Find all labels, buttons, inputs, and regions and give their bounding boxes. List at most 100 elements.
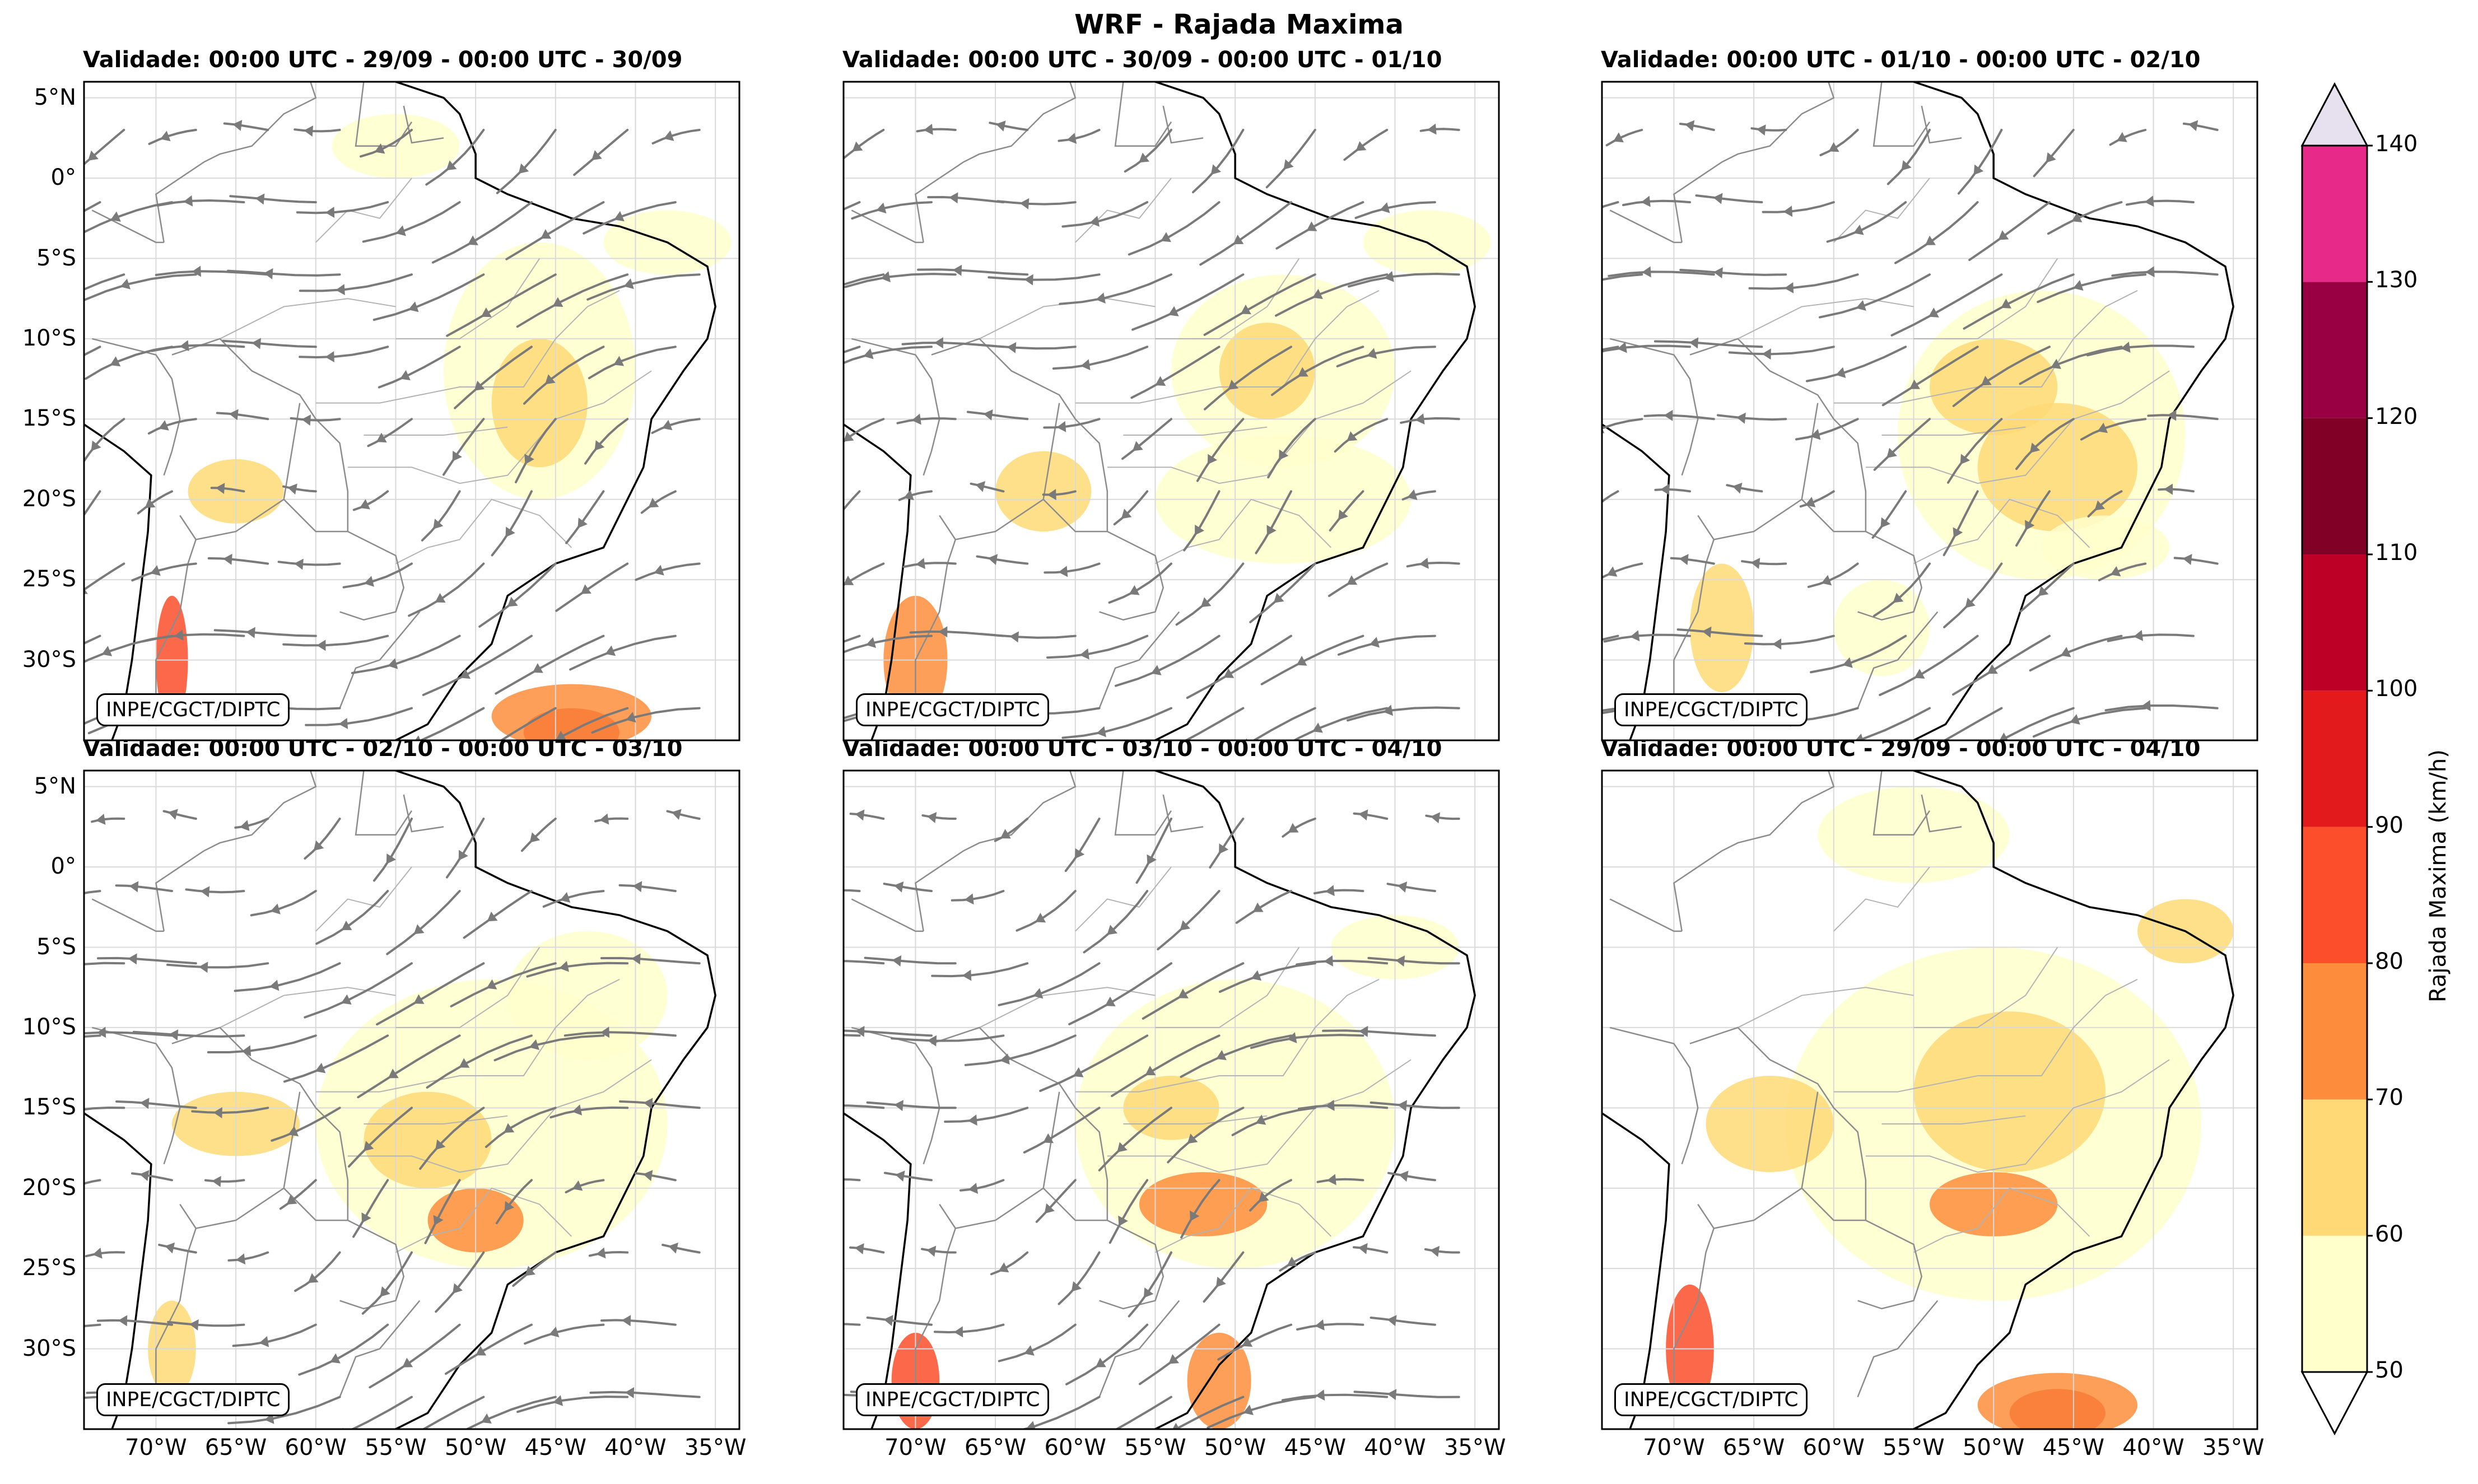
streamline-2 (84, 890, 101, 895)
streamline-arrow-26 (189, 1319, 199, 1331)
streamline-arrow-50 (1960, 454, 1971, 465)
streamline-arrow-54 (1170, 740, 1180, 750)
map-panel-1 (83, 81, 740, 741)
streamline-arrow-4 (1547, 359, 1558, 369)
lon-tick-label-p6-3: 60°W (1802, 1435, 1865, 1460)
panel-3-title: Validade: 00:00 UTC - 01/10 - 00:00 UTC … (1601, 47, 2201, 73)
streamline-65 (2047, 201, 2123, 235)
state-border-1 (1913, 258, 2058, 339)
streamline-79 (1406, 561, 1460, 568)
colorbar-tick-70: 70 (2375, 1085, 2404, 1111)
streamline-arrow-28 (1066, 133, 1077, 144)
streamline-2 (844, 201, 861, 211)
streamline-10 (148, 129, 197, 145)
streamline-70 (2098, 562, 2147, 581)
streamline-29 (250, 890, 317, 917)
lon-tick-label-p4-7: 40°W (604, 1435, 667, 1460)
streamline-arrow-10 (167, 809, 178, 820)
streamline-5 (1602, 418, 1643, 430)
streamline-arrow-25 (988, 554, 998, 566)
country-border-3 (1697, 1091, 1819, 1229)
country-border-3 (179, 1091, 301, 1229)
streamline-arrow-15 (1660, 484, 1670, 495)
streamline-arrow-38 (341, 920, 352, 930)
country-border-11 (1162, 105, 1204, 144)
streamline-57 (446, 273, 557, 337)
country-border-7 (915, 539, 956, 725)
streamline-31 (975, 343, 1077, 350)
streamline-arrow-24 (212, 1175, 221, 1187)
streamline-arrow-9 (49, 1396, 59, 1407)
country-border-3 (179, 403, 301, 540)
streamline-arrow-20 (949, 192, 958, 204)
lat-tick-label-p4-1: 5°N (34, 773, 76, 799)
streamline-55 (496, 129, 557, 194)
lat-tick-label-p4-3: 5°S (36, 934, 76, 960)
streamline-arrow-1 (88, 150, 99, 161)
streamline-arrow-19 (1000, 829, 1011, 839)
streamline-arrow-12 (1642, 266, 1651, 278)
country-border-2 (931, 1026, 1108, 1221)
map-panel-2 (842, 81, 1500, 750)
streamline-arrow-28 (1074, 848, 1085, 859)
streamline-arrow-15 (145, 498, 156, 508)
streamline-11 (851, 201, 933, 220)
streamline-25 (976, 555, 1029, 565)
streamline-arrow-52 (453, 1283, 463, 1294)
streamline-arrow-68 (1325, 1099, 1335, 1111)
streamline-arrow-71 (532, 663, 543, 673)
gust-area-2 (1139, 1172, 1268, 1236)
streamline-arrow-55 (1288, 823, 1299, 833)
map-frame (842, 769, 1500, 1430)
streamline-arrow-63 (1243, 1404, 1254, 1415)
streamline-81 (1347, 706, 1460, 722)
streamline-46 (425, 129, 485, 186)
streamline-arrow-80 (1369, 637, 1380, 648)
streamline-52 (1203, 1251, 1245, 1303)
streamline-arrow-19 (1756, 124, 1766, 136)
streamline-arrow-73 (664, 130, 674, 141)
streamline-arrow-55 (2046, 152, 2056, 163)
streamline-69 (1316, 1178, 1364, 1183)
streamline-arrow-49 (1155, 376, 1166, 386)
streamline-20 (951, 890, 1005, 902)
streamline-arrow-32 (1043, 1133, 1054, 1144)
streamline-20 (185, 888, 245, 894)
streamline-33 (1035, 1179, 1077, 1223)
streamline-arrow-58 (1981, 376, 1992, 386)
streamline-arrow-41 (1887, 447, 1897, 458)
streamline-arrow-69 (577, 517, 588, 529)
streamline-arrow-75 (2145, 266, 2155, 278)
country-border-1 (851, 338, 940, 476)
streamline-arrow-2 (57, 893, 67, 903)
streamline-arrow-40 (1080, 359, 1091, 371)
coastline (1602, 771, 2234, 1429)
streamline-69 (565, 1179, 605, 1193)
streamline-arrow-43 (364, 576, 374, 587)
streamline-arrow-32 (288, 1126, 299, 1137)
streamline-12 (1608, 270, 1715, 277)
streamline-arrow-44 (1096, 1357, 1106, 1368)
streamline-arrow-29 (1783, 206, 1793, 217)
state-border-3 (1107, 370, 1412, 484)
streamline-arrow-4 (784, 1033, 794, 1044)
streamline-arrow-50 (1207, 454, 1218, 465)
streamline-23 (1716, 414, 1787, 421)
streamline-77 (1370, 1101, 1460, 1109)
streamline-61 (1279, 1251, 1316, 1272)
state-border-7 (315, 178, 412, 243)
streamline-arrow-50 (1187, 1133, 1198, 1144)
credit-badge-2: INPE/CGCT/DIPTC (856, 693, 1050, 726)
streamline-74 (1354, 201, 1436, 220)
streamline-arrow-64 (591, 150, 602, 161)
streamline-arrow-23 (968, 1114, 977, 1126)
streamline-arrow-50 (452, 450, 462, 461)
streamline-arrow-58 (1228, 380, 1239, 390)
streamline-arrow-76 (613, 356, 625, 366)
streamline-arrow-76 (1367, 348, 1377, 359)
streamline-arrow-40 (325, 351, 334, 362)
country-border-5 (1042, 1187, 1107, 1221)
streamline-arrow-45 (338, 717, 348, 729)
streamline-57 (1963, 273, 2075, 330)
streamline-22 (151, 344, 245, 352)
